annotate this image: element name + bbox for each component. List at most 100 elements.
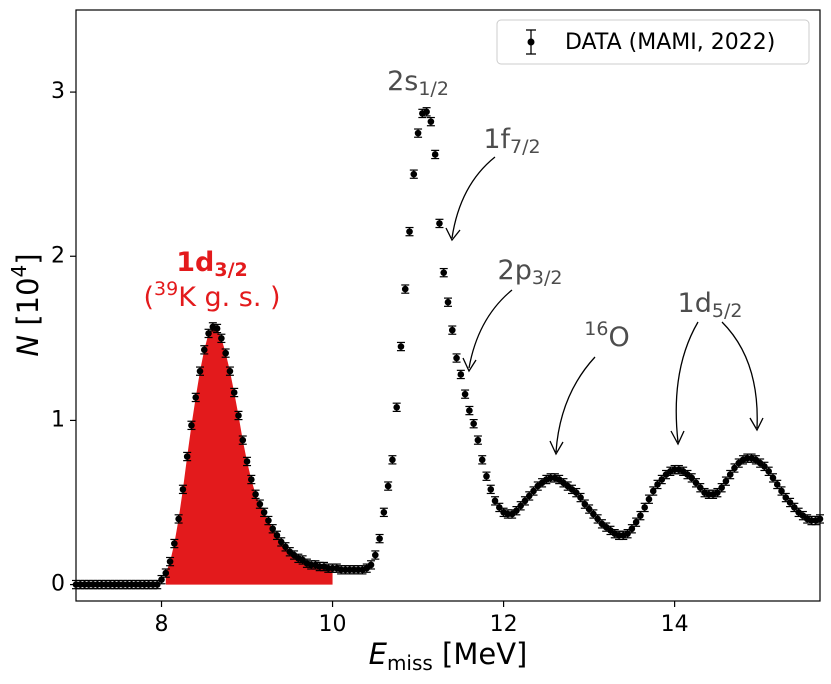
marker [367,561,375,569]
marker [474,436,482,444]
arrows [445,156,764,456]
data-point [773,479,782,490]
arrowhead [670,430,685,446]
arrowhead [549,440,564,456]
data-point [593,514,602,524]
data-point [525,491,534,501]
data-point [726,469,735,480]
data-point [401,284,410,294]
marker [205,330,212,337]
data-point [277,537,286,547]
marker [483,472,490,480]
data-point [721,476,730,486]
data-point [409,169,418,179]
data-point [777,486,786,496]
data-point [491,496,500,506]
x-tick-label: 8 [155,612,169,637]
data-point [238,435,247,445]
marker [761,463,768,470]
marker [384,482,392,490]
marker [218,335,225,342]
y-axis-label: N [104] [7,253,46,356]
x-tick-label: 10 [319,612,347,637]
data-point [692,478,700,488]
marker [525,492,533,500]
marker [585,505,593,513]
arrowhead [749,417,764,432]
marker [269,525,276,533]
marker [722,477,730,485]
marker [252,490,259,498]
marker [453,354,460,362]
data-point [221,348,230,358]
marker [153,581,161,588]
data-point [452,353,461,363]
marker [769,474,777,482]
arrow [555,356,596,453]
marker [782,494,790,501]
data-point [439,267,448,278]
data-point [213,323,222,334]
data-point [696,483,705,493]
marker [688,474,696,482]
annotation: 16O [584,318,629,353]
marker [478,456,486,464]
marker [380,509,388,516]
data-point [183,451,192,462]
marker [393,403,400,411]
marker [718,484,725,492]
annotation: (39K g. s. ) [143,278,280,313]
marker [628,525,636,533]
data-point [384,481,393,491]
marker [260,509,268,516]
marker [243,458,251,465]
marker [423,108,430,116]
marker [282,543,289,551]
marker [239,436,247,444]
shaded-area [165,326,333,585]
marker [581,500,589,508]
x-tick-label: 14 [661,612,689,637]
arrow [468,289,513,369]
data-point [486,484,495,495]
marker [256,500,264,508]
marker [410,170,418,178]
marker [778,487,785,495]
data-point [465,405,474,416]
marker [765,468,772,475]
data-point [422,107,431,117]
x-axis-label: Emiss [MeV] [369,637,528,675]
marker [791,504,798,511]
marker [731,464,738,472]
data-point [247,474,256,485]
data-point [764,466,773,477]
marker [466,407,473,414]
arrow [451,156,496,239]
marker [496,504,503,511]
legend: DATA (MAMI, 2022) [496,19,810,65]
marker [230,389,238,396]
y-tick-label: 2 [51,243,65,268]
marker [641,504,648,511]
annotation: 2s1/2 [387,66,449,100]
marker [277,538,285,546]
data-point [636,510,645,521]
marker [577,494,584,501]
data-point [251,489,260,499]
marker [513,507,520,515]
data-point [414,128,423,138]
annotation: 1d3/2 [176,247,248,281]
marker [376,535,383,542]
data-point [281,542,290,552]
marker [213,325,221,332]
marker [461,390,469,398]
x-tick-label: 12 [490,612,518,637]
marker [714,489,721,496]
data-point [461,389,470,399]
marker [372,551,379,559]
marker [183,453,191,460]
marker [470,420,477,428]
marker [175,515,182,523]
marker [166,558,174,565]
